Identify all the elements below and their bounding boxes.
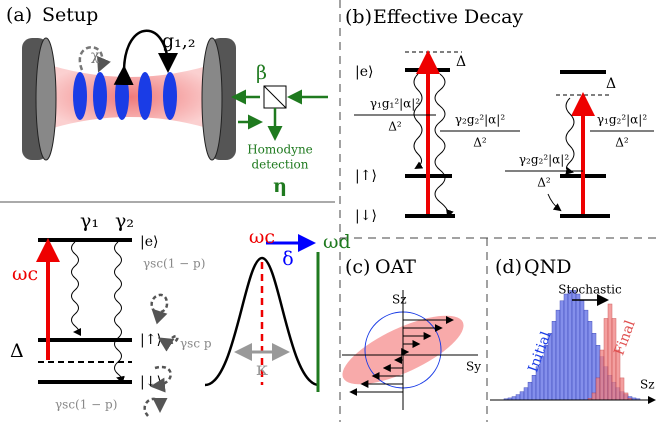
level-label: |↑⟩ [355, 168, 377, 184]
bar [560, 301, 564, 400]
detuning-label: Δ [456, 54, 466, 70]
detection-label: Homodyne [247, 143, 313, 157]
arrow-label: Stochastic [558, 283, 622, 297]
bar [520, 392, 524, 400]
bar [552, 321, 556, 400]
panel-title: Effective Decay [373, 6, 523, 28]
mirror [202, 38, 236, 160]
width-label: κ [256, 358, 268, 380]
bar [524, 388, 528, 400]
bar [592, 333, 596, 400]
rate-denominator: Δ² [537, 176, 551, 190]
bar [576, 294, 580, 400]
bar [620, 378, 624, 400]
figure: (a) Setup χ g₁,₂ β Homodyne detection η … [0, 0, 656, 422]
scatter-label: γsc(1 − p) [143, 257, 205, 271]
axis-label: Sy [466, 360, 481, 374]
panel-label: (c) [345, 256, 370, 278]
level-label: |e⟩ [140, 234, 158, 250]
frequency-label: ωc [249, 226, 275, 248]
rate-denominator: Δ² [615, 136, 629, 150]
bar [584, 310, 588, 400]
axis-label: Sz [640, 378, 655, 392]
bar [528, 382, 532, 400]
decay-arrow [435, 74, 448, 216]
chi-label: χ [91, 48, 100, 64]
scatter-label: γsc p [180, 337, 212, 351]
level-label: |↓⟩ [355, 208, 377, 224]
eta-label: η [273, 175, 287, 197]
decay-arrow [548, 194, 560, 210]
panel-title: OAT [375, 256, 416, 278]
detuning-label: δ [282, 248, 293, 270]
level-label: |e⟩ [355, 64, 373, 80]
bar [572, 290, 576, 400]
scatter-loops [145, 295, 178, 416]
panel-label: (a) [6, 4, 32, 26]
scatter-label: γsc(1 − p) [55, 398, 117, 412]
rate-numerator: γ₂g₂²|α|² [455, 113, 505, 127]
panel-label: (d) [495, 256, 522, 278]
rate-numerator: γ₂g₂²|α|² [519, 153, 569, 167]
rate-label: γ₁ [80, 210, 99, 232]
rate-label: γ₂ [115, 210, 134, 232]
bar [612, 318, 616, 400]
decay-arrow [115, 242, 122, 379]
bar [556, 310, 560, 400]
rate-numerator: γ₁g₁²|α|² [370, 97, 420, 111]
cavity-beam [40, 62, 220, 132]
bar [532, 375, 536, 400]
bar [616, 350, 620, 400]
bar [596, 378, 600, 400]
rate-numerator: γ₁g₂²|α|² [597, 113, 647, 127]
detection-label: detection [251, 158, 308, 172]
panel-label: (b) [345, 6, 372, 28]
mirror [22, 38, 56, 160]
panel-title: QND [524, 256, 571, 278]
bar [624, 393, 628, 400]
frequency-label: ωc [12, 263, 38, 285]
detuning-label: Δ [10, 340, 24, 362]
bar [604, 318, 608, 400]
bar [580, 301, 584, 400]
decay-arrow [414, 74, 422, 168]
bar [568, 290, 572, 400]
axis-label: Sz [392, 293, 407, 307]
bar [564, 294, 568, 400]
bar [600, 350, 604, 400]
beta-label: β [256, 62, 267, 84]
decay-arrow [72, 242, 79, 332]
rate-denominator: Δ² [473, 136, 487, 150]
frequency-label: ωd [323, 231, 351, 253]
rate-denominator: Δ² [388, 120, 402, 134]
level-label: |↑⟩ [140, 332, 162, 348]
level-label: |↓⟩ [140, 374, 162, 390]
bar [516, 395, 520, 400]
coupling-label: g₁,₂ [162, 30, 195, 52]
bar [512, 397, 516, 400]
detuning-label: Δ [606, 76, 616, 92]
panel-title: Setup [42, 4, 98, 26]
bar [592, 393, 596, 400]
bar [588, 321, 592, 400]
